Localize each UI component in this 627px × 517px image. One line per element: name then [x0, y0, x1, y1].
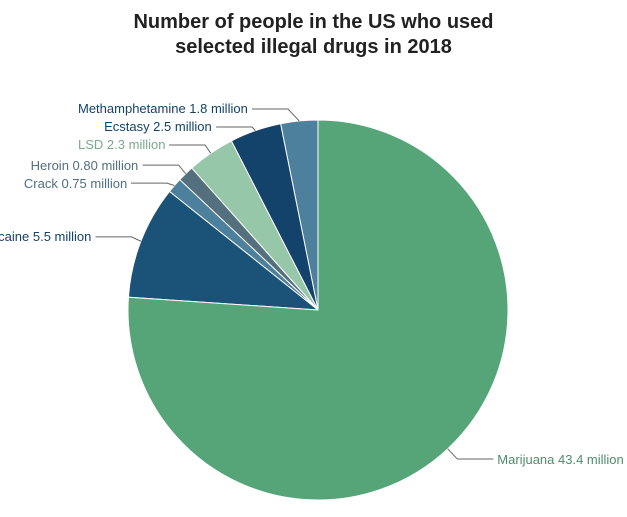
pie-chart: [0, 0, 627, 517]
leader-line: [169, 145, 211, 153]
leader-line: [448, 449, 494, 459]
leader-line: [131, 183, 175, 185]
leader-line: [143, 165, 186, 174]
leader-line: [216, 127, 255, 131]
leader-line: [96, 237, 141, 241]
chart-container: Number of people in the US who used sele…: [0, 0, 627, 517]
leader-line: [252, 109, 299, 121]
